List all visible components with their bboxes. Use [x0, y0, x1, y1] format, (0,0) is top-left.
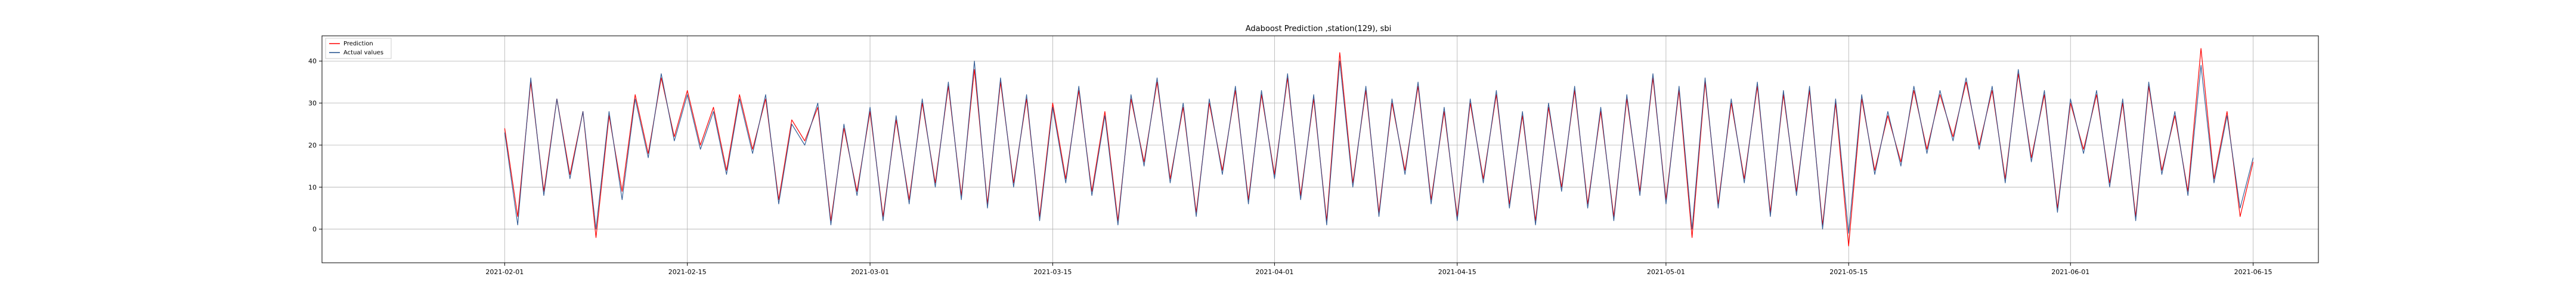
x-tick-label: 2021-06-15 — [2234, 268, 2272, 276]
y-axis: 0 10 20 30 40 — [308, 57, 322, 234]
x-axis: 2021-02-01 2021-02-15 2021-03-01 2021-03-15… — [485, 263, 2272, 276]
y-tick-label: 0 — [312, 226, 317, 234]
y-tick-label: 20 — [308, 142, 317, 149]
y-tick-label: 10 — [308, 183, 317, 191]
x-tick-label: 2021-05-01 — [1647, 268, 1685, 276]
x-tick-label: 2021-06-01 — [2051, 268, 2089, 276]
y-tick-label: 40 — [308, 57, 317, 65]
y-tick-label: 30 — [308, 100, 317, 108]
series-layer — [504, 48, 2254, 247]
x-tick-label: 2021-04-15 — [1438, 268, 1476, 276]
chart-title: Adaboost Prediction ,station(129), sbi — [1246, 24, 1392, 33]
grid — [322, 36, 2318, 263]
series-line-actual-values — [504, 60, 2254, 234]
x-tick-label: 2021-03-15 — [1033, 268, 1072, 276]
x-tick-label: 2021-02-01 — [485, 268, 524, 276]
legend: Prediction Actual values — [325, 38, 392, 59]
legend-label-actual: Actual values — [343, 50, 383, 56]
x-tick-label: 2021-04-01 — [1255, 268, 1293, 276]
plot-frame — [321, 35, 2319, 263]
legend-box — [325, 38, 392, 59]
x-tick-label: 2021-02-15 — [668, 268, 707, 276]
legend-label-prediction: Prediction — [343, 41, 373, 47]
x-tick-label: 2021-03-01 — [851, 268, 889, 276]
x-tick-label: 2021-05-15 — [1829, 268, 1868, 276]
